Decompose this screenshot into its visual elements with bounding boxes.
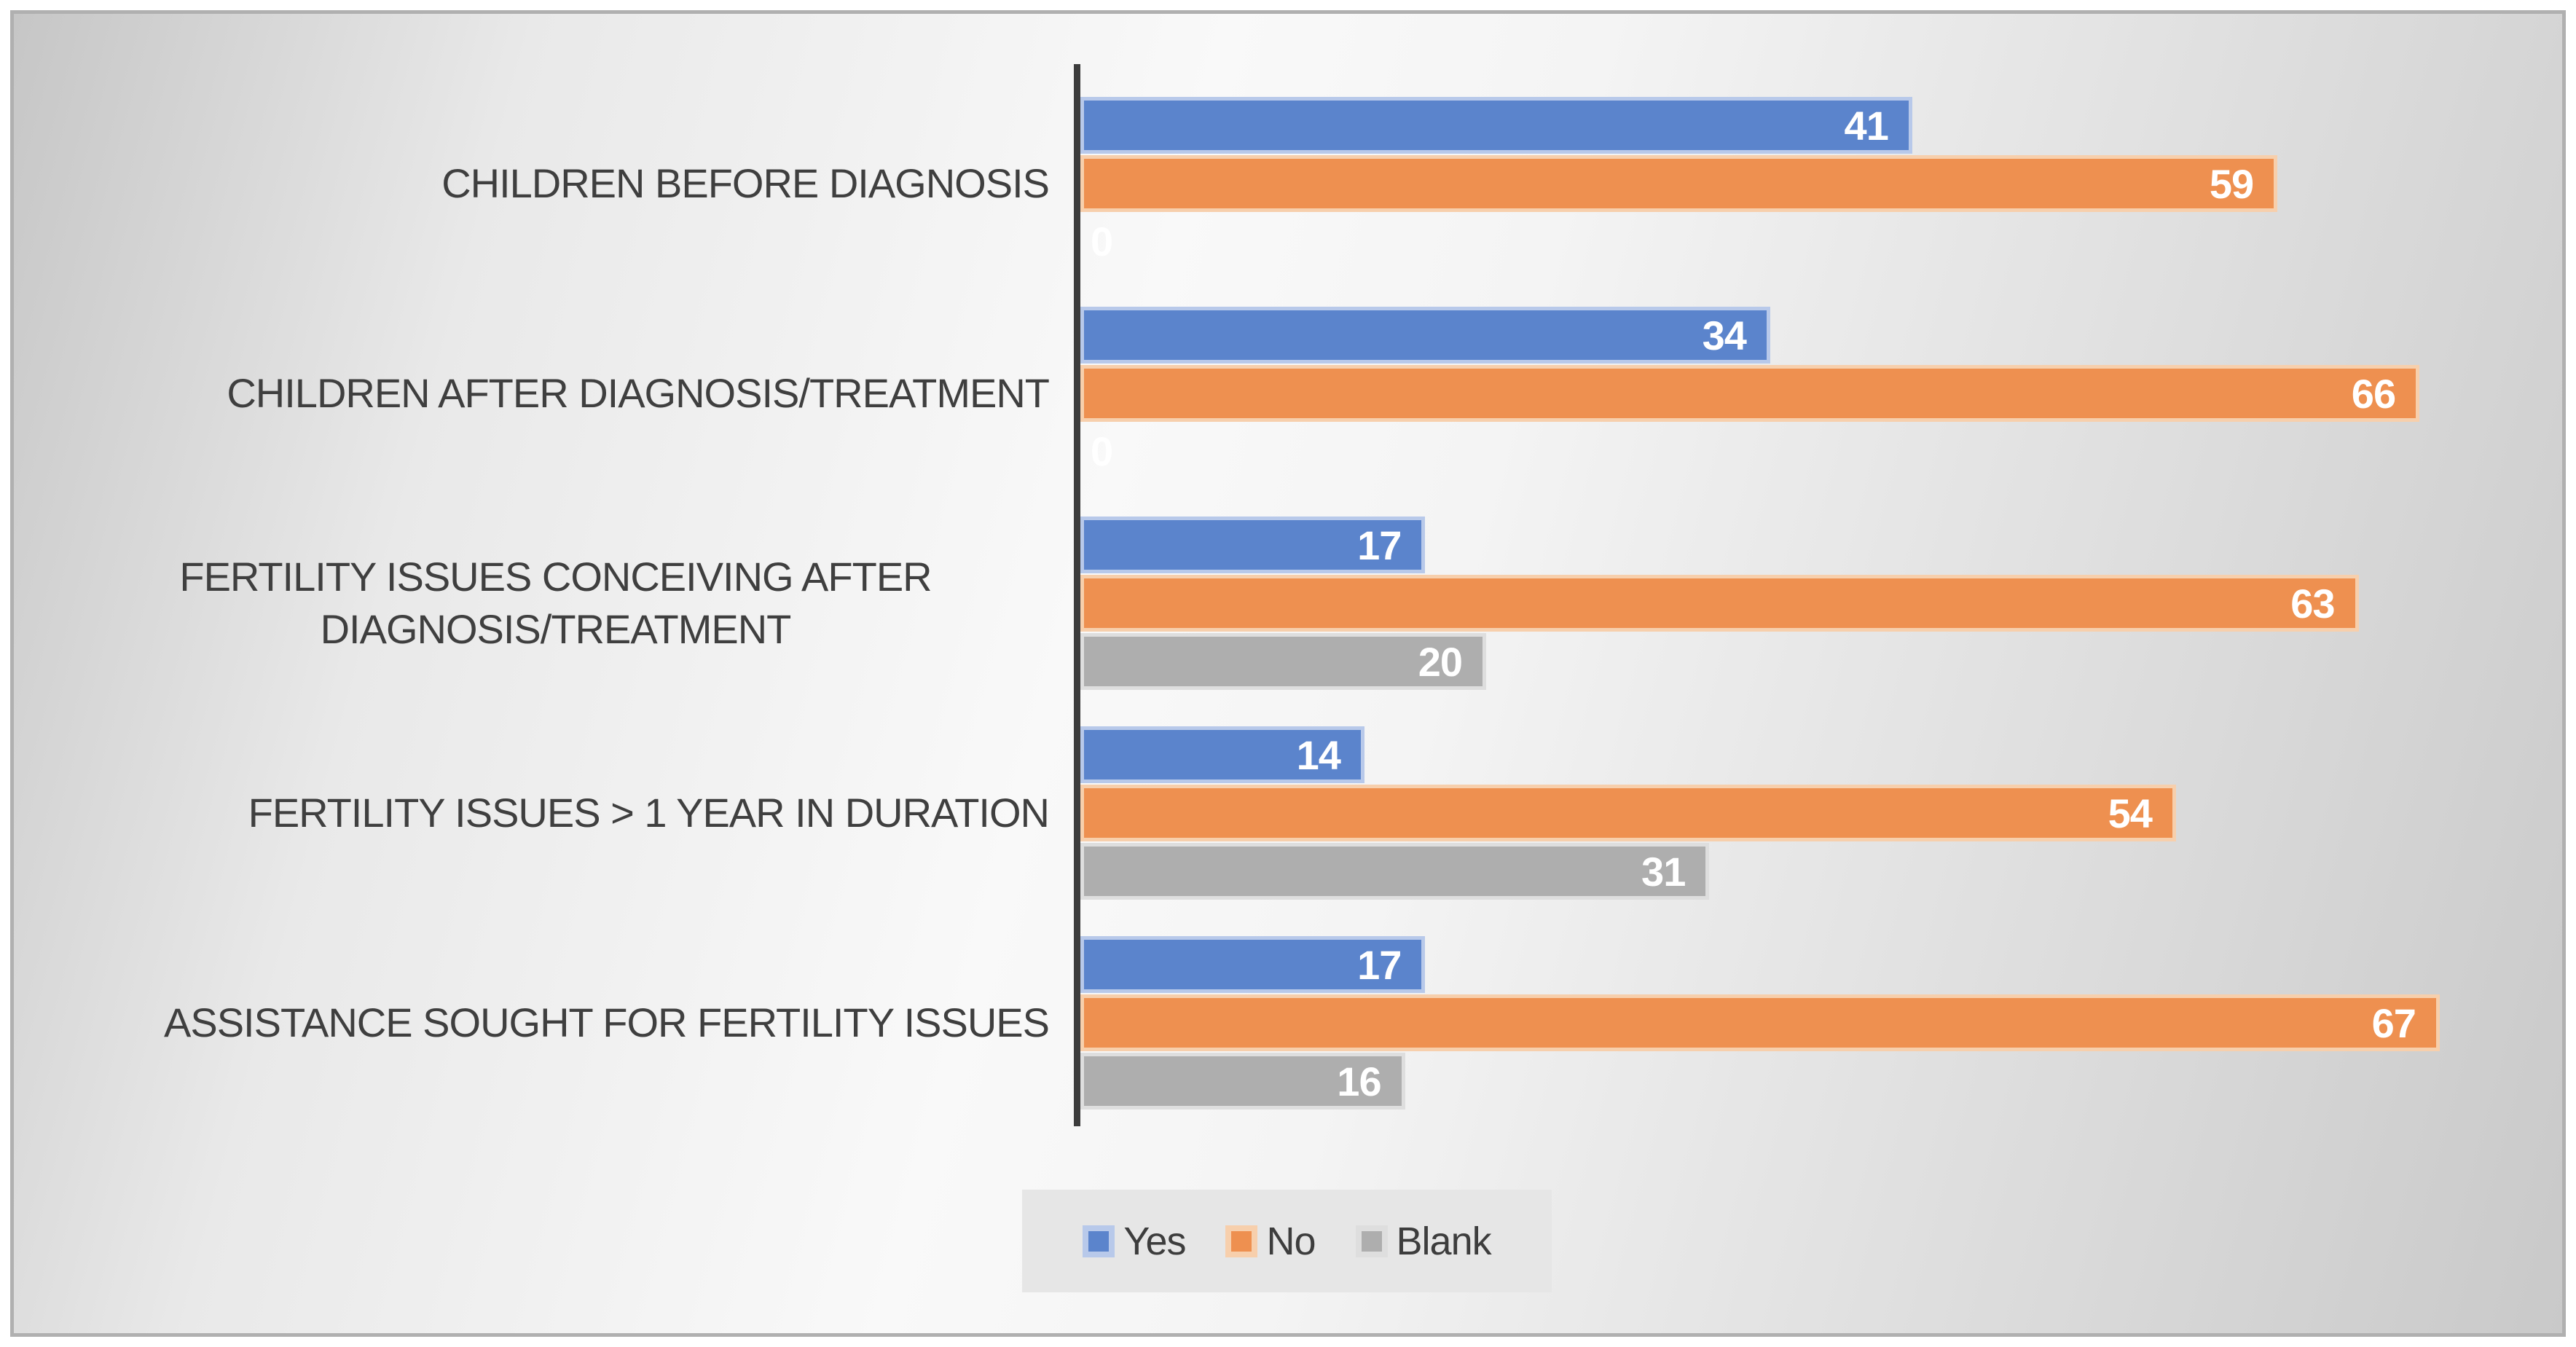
bar-slot-no: 66	[1080, 365, 2554, 422]
chart-canvas: CHILDREN BEFORE DIAGNOSIS 41 59 0 CHILDREN A…	[10, 10, 2566, 1337]
bar-slot-blank: 16	[1080, 1053, 2554, 1110]
legend-item-yes: Yes	[1083, 1219, 1186, 1264]
bar-slot-no: 59	[1080, 155, 2554, 212]
bar-no: 54	[1080, 785, 2176, 841]
data-label: 16	[1337, 1058, 1381, 1104]
data-label: 20	[1418, 638, 1463, 685]
bar-yes: 41	[1080, 97, 1912, 154]
legend-swatch-icon	[1083, 1225, 1115, 1257]
legend-label: Yes	[1123, 1219, 1186, 1263]
bar-yes: 14	[1080, 726, 1364, 783]
category-label: FERTILITY ISSUES CONCEIVING AFTER DIAGNO…	[62, 551, 1049, 655]
data-label: 17	[1357, 941, 1402, 988]
category-bars: 17 67 16	[1049, 936, 2554, 1110]
category-label-text: ASSISTANCE SOUGHT FOR FERTILITY ISSUES	[164, 1000, 1050, 1046]
data-label: 14	[1296, 731, 1341, 778]
bar-slot-no: 63	[1080, 575, 2554, 632]
bar-chart-plot-area: CHILDREN BEFORE DIAGNOSIS 41 59 0 CHILDREN A…	[62, 97, 2554, 1110]
data-label-zero: 0	[1091, 219, 1113, 264]
category-bars: 34 66 0	[1049, 307, 2554, 480]
bar-slot-yes: 41	[1080, 97, 2554, 154]
bar-yes: 34	[1080, 307, 1770, 364]
bar-yes: 17	[1080, 517, 1426, 573]
bar-blank: 16	[1080, 1053, 1405, 1110]
category-group: CHILDREN AFTER DIAGNOSIS/TREATMENT 34 66 0	[62, 307, 2554, 480]
category-group: CHILDREN BEFORE DIAGNOSIS 41 59 0	[62, 97, 2554, 270]
bar-no: 67	[1080, 994, 2440, 1051]
legend-swatch-icon	[1355, 1225, 1388, 1257]
category-label: CHILDREN BEFORE DIAGNOSIS	[62, 157, 1050, 210]
legend: Yes No Blank	[1022, 1190, 1552, 1292]
bar-slot-yes: 17	[1080, 936, 2554, 993]
data-label: 31	[1641, 848, 1686, 895]
legend-label: No	[1266, 1219, 1316, 1263]
category-axis-line	[1074, 64, 1080, 1126]
category-group: ASSISTANCE SOUGHT FOR FERTILITY ISSUES 17…	[62, 936, 2554, 1110]
bar-blank: 20	[1080, 633, 1486, 690]
legend-item-blank: Blank	[1355, 1219, 1492, 1264]
bar-yes: 17	[1080, 936, 1426, 993]
data-label: 34	[1702, 312, 1747, 358]
bar-slot-blank: 0	[1080, 213, 2554, 270]
bar-slot-no: 54	[1080, 785, 2554, 841]
bar-slot-blank: 0	[1080, 423, 2554, 480]
category-label: FERTILITY ISSUES > 1 YEAR IN DURATION	[62, 787, 1050, 839]
category-label-text: CHILDREN AFTER DIAGNOSIS/TREATMENT	[227, 370, 1050, 417]
data-label: 66	[2351, 370, 2396, 417]
data-label: 63	[2290, 580, 2335, 627]
category-bars: 17 63 20	[1049, 517, 2554, 690]
category-group: FERTILITY ISSUES > 1 YEAR IN DURATION 14 5…	[62, 726, 2554, 900]
category-group: FERTILITY ISSUES CONCEIVING AFTER DIAGNO…	[62, 517, 2554, 690]
category-label-text: CHILDREN BEFORE DIAGNOSIS	[441, 160, 1050, 207]
legend-item-no: No	[1225, 1219, 1316, 1264]
category-label-text: FERTILITY ISSUES > 1 YEAR IN DURATION	[248, 790, 1050, 836]
bar-no: 59	[1080, 155, 2278, 212]
data-label: 41	[1844, 102, 1889, 149]
data-label-zero: 0	[1091, 428, 1113, 474]
bar-slot-yes: 17	[1080, 517, 2554, 573]
data-label: 54	[2108, 790, 2153, 836]
data-label: 59	[2209, 160, 2254, 207]
category-label: CHILDREN AFTER DIAGNOSIS/TREATMENT	[62, 367, 1050, 420]
data-label: 67	[2371, 1000, 2416, 1046]
bar-slot-no: 67	[1080, 994, 2554, 1051]
category-label: ASSISTANCE SOUGHT FOR FERTILITY ISSUES	[62, 997, 1050, 1049]
bar-no: 63	[1080, 575, 2359, 632]
bar-slot-blank: 31	[1080, 843, 2554, 900]
legend-swatch-icon	[1225, 1225, 1258, 1257]
bar-slot-yes: 34	[1080, 307, 2554, 364]
bar-no: 66	[1080, 365, 2420, 422]
bar-slot-yes: 14	[1080, 726, 2554, 783]
legend-label: Blank	[1396, 1219, 1492, 1263]
category-bars: 41 59 0	[1049, 97, 2554, 270]
category-label-text: FERTILITY ISSUES CONCEIVING AFTER DIAGNO…	[179, 554, 932, 652]
bar-slot-blank: 20	[1080, 633, 2554, 690]
data-label: 17	[1357, 522, 1402, 568]
bar-blank: 31	[1080, 843, 1710, 900]
category-bars: 14 54 31	[1049, 726, 2554, 900]
